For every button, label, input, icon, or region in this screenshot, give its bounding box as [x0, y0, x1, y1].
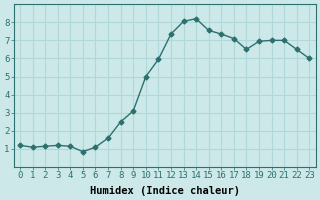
X-axis label: Humidex (Indice chaleur): Humidex (Indice chaleur): [90, 186, 240, 196]
